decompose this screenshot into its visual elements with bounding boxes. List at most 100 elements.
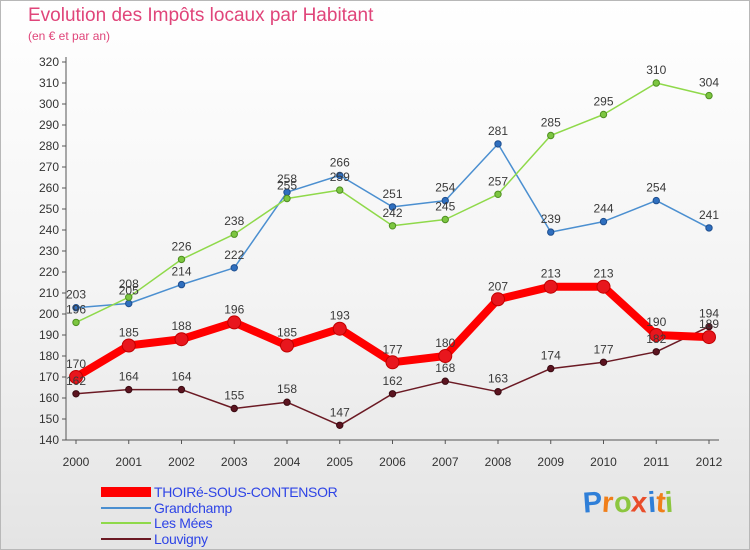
y-tick-label: 260 bbox=[39, 181, 59, 195]
data-label: 258 bbox=[277, 172, 297, 186]
x-tick-label: 2001 bbox=[115, 455, 142, 469]
y-tick-label: 310 bbox=[39, 76, 59, 90]
data-point bbox=[547, 131, 555, 140]
x-tick-label: 2006 bbox=[379, 455, 406, 469]
data-point bbox=[705, 91, 713, 100]
data-label: 310 bbox=[646, 63, 666, 77]
x-tick-label: 2004 bbox=[274, 455, 301, 469]
data-point bbox=[388, 222, 397, 230]
data-label: 207 bbox=[488, 279, 508, 293]
data-point bbox=[652, 79, 660, 87]
data-label: 162 bbox=[66, 374, 86, 388]
legend-swatch bbox=[101, 522, 151, 524]
data-point bbox=[702, 330, 716, 345]
data-label: 189 bbox=[699, 317, 719, 331]
data-point bbox=[174, 332, 189, 347]
data-point bbox=[332, 321, 347, 336]
y-tick-label: 210 bbox=[39, 286, 59, 300]
data-point bbox=[599, 358, 608, 366]
data-label: 185 bbox=[277, 326, 297, 340]
logo-letter: x bbox=[630, 486, 649, 520]
data-point bbox=[705, 224, 713, 232]
data-point bbox=[652, 348, 660, 356]
data-label: 164 bbox=[171, 370, 191, 384]
data-label: 226 bbox=[171, 239, 191, 253]
data-point bbox=[491, 292, 505, 307]
data-point bbox=[599, 217, 608, 226]
y-tick-label: 200 bbox=[39, 307, 59, 321]
data-label: 163 bbox=[488, 372, 508, 386]
y-tick-label: 150 bbox=[39, 412, 59, 426]
y-tick-label: 320 bbox=[39, 55, 59, 69]
data-label: 164 bbox=[119, 370, 139, 384]
data-point bbox=[649, 328, 664, 342]
data-point bbox=[705, 322, 713, 331]
data-point bbox=[547, 364, 555, 373]
y-tick-label: 240 bbox=[39, 223, 59, 237]
y-tick-label: 180 bbox=[39, 349, 59, 363]
x-tick-label: 2002 bbox=[168, 455, 195, 469]
data-point bbox=[652, 196, 660, 205]
data-point bbox=[441, 377, 449, 385]
data-label: 214 bbox=[171, 265, 191, 279]
y-tick-label: 230 bbox=[39, 244, 59, 258]
series-line-2 bbox=[75, 82, 710, 324]
x-tick-label: 2012 bbox=[696, 455, 723, 469]
data-point bbox=[596, 279, 611, 294]
data-point bbox=[385, 355, 400, 370]
legend-label: Les Mées bbox=[154, 515, 213, 531]
y-tick-label: 160 bbox=[39, 391, 59, 405]
data-point bbox=[441, 196, 449, 205]
legend-label: Louvigny bbox=[154, 530, 208, 547]
legend-swatch bbox=[101, 506, 151, 509]
legend-label: Grandchamp bbox=[154, 499, 232, 516]
x-tick-label: 2009 bbox=[537, 455, 564, 469]
y-tick-label: 140 bbox=[39, 433, 59, 447]
data-point bbox=[441, 215, 449, 224]
data-point bbox=[72, 390, 80, 398]
data-label: 213 bbox=[593, 267, 613, 281]
x-tick-label: 2011 bbox=[643, 455, 669, 469]
data-point bbox=[227, 315, 242, 330]
data-point bbox=[494, 190, 502, 199]
data-label: 213 bbox=[541, 267, 561, 281]
data-label: 254 bbox=[435, 181, 455, 195]
data-label: 304 bbox=[699, 76, 719, 90]
data-point bbox=[494, 388, 502, 396]
y-tick-label: 250 bbox=[39, 202, 59, 216]
y-tick-label: 190 bbox=[39, 328, 59, 342]
data-point bbox=[438, 349, 453, 363]
y-tick-label: 220 bbox=[39, 265, 59, 279]
data-label: 162 bbox=[382, 374, 402, 388]
data-label: 155 bbox=[224, 389, 244, 403]
data-point bbox=[72, 318, 80, 327]
data-point bbox=[125, 385, 133, 394]
x-tick-label: 2003 bbox=[221, 455, 248, 469]
x-tick-label: 2005 bbox=[326, 455, 353, 469]
data-label: 208 bbox=[119, 277, 139, 291]
data-label: 257 bbox=[488, 174, 508, 188]
data-label: 196 bbox=[224, 302, 244, 316]
legend-label: THOIRé-SOUS-CONTENSOR bbox=[154, 484, 338, 500]
data-label: 245 bbox=[435, 200, 455, 214]
data-label: 147 bbox=[330, 405, 350, 419]
data-label: 177 bbox=[593, 342, 613, 356]
data-point bbox=[336, 421, 344, 429]
data-point bbox=[388, 203, 397, 211]
data-label: 180 bbox=[435, 336, 455, 350]
data-label: 205 bbox=[119, 284, 139, 298]
data-point bbox=[543, 279, 558, 294]
data-label: 185 bbox=[119, 326, 139, 340]
x-tick-label: 2008 bbox=[485, 455, 512, 469]
data-label: 251 bbox=[382, 187, 402, 201]
data-label: 193 bbox=[330, 309, 350, 323]
data-label: 158 bbox=[277, 382, 297, 396]
chart-subtitle: (en € et par an) bbox=[28, 29, 111, 43]
data-point bbox=[336, 186, 344, 194]
data-point bbox=[283, 398, 291, 406]
data-label: 188 bbox=[171, 319, 191, 333]
data-point bbox=[125, 293, 133, 301]
data-label: 281 bbox=[488, 124, 508, 138]
data-label: 238 bbox=[224, 214, 244, 228]
